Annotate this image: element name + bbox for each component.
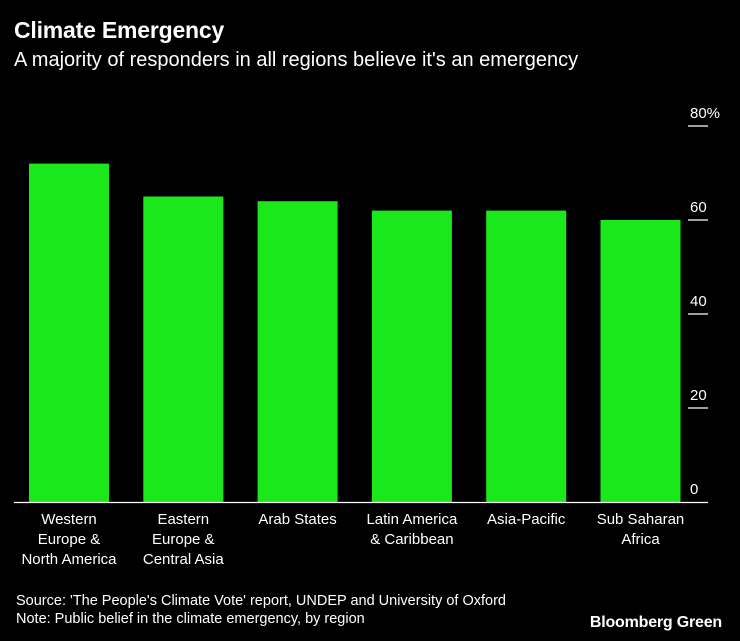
x-category-label: Arab States xyxy=(258,511,336,528)
y-tick-label: 20 xyxy=(690,387,707,404)
bar xyxy=(600,220,681,502)
x-category-label: Western Europe & North America xyxy=(21,511,117,568)
bar xyxy=(257,201,338,502)
source-note: Source: 'The People's Climate Vote' repo… xyxy=(16,593,506,609)
y-tick-label: 60 xyxy=(690,199,707,216)
y-tick-label: 0 xyxy=(690,481,698,498)
x-category-label: Sub Saharan Africa xyxy=(597,511,685,548)
x-category-label: Latin America & Caribbean xyxy=(366,511,458,548)
footnote: Note: Public belief in the climate emerg… xyxy=(16,611,365,627)
bar xyxy=(29,163,109,502)
bar xyxy=(486,210,567,502)
x-category-label: Eastern Europe & Central Asia xyxy=(143,511,225,568)
y-tick-label: 40 xyxy=(690,293,707,310)
bar xyxy=(143,196,224,502)
x-category-label: Asia-Pacific xyxy=(487,511,566,528)
chart-title: Climate Emergency xyxy=(14,17,225,43)
y-tick-label: 80% xyxy=(690,105,720,122)
chart-subtitle: A majority of responders in all regions … xyxy=(14,49,579,71)
brand-logo: Bloomberg Green xyxy=(589,614,722,631)
bar xyxy=(371,210,452,502)
